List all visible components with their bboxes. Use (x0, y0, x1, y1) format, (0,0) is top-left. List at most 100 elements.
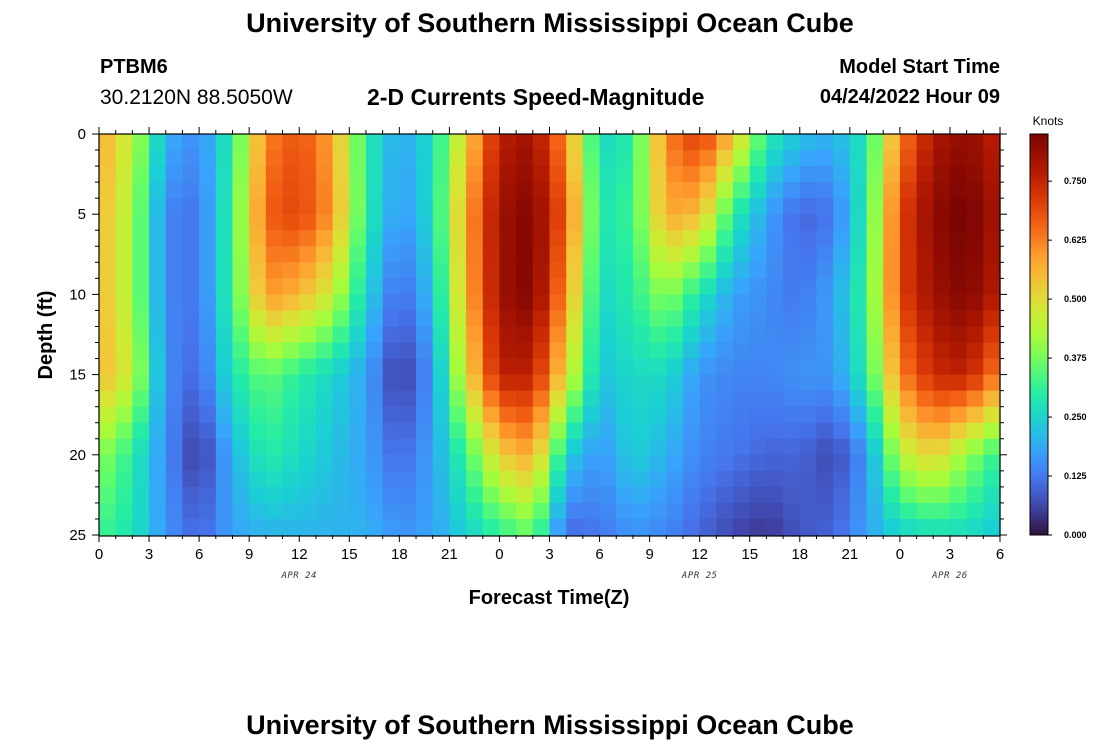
heatmap-cell (966, 486, 984, 504)
heatmap-cell (766, 278, 784, 295)
heatmap-cell (532, 198, 551, 215)
heatmap-cell (149, 406, 167, 424)
heatmap-cell (616, 518, 634, 536)
heatmap-cell (466, 134, 484, 151)
heatmap-cell (733, 502, 751, 520)
heatmap-cell (299, 326, 317, 344)
heatmap-cell (866, 278, 884, 295)
colorbar-tick-label: 0.250 (1064, 412, 1087, 422)
heatmap-cell (883, 454, 901, 472)
colorbar-tick-label: 0.750 (1064, 176, 1087, 186)
heatmap-cell (349, 230, 367, 247)
heatmap-cell (132, 374, 150, 392)
heatmap-cell (632, 134, 651, 151)
heatmap-cell (866, 246, 884, 263)
heatmap-cell (699, 406, 717, 424)
heatmap-cell (766, 166, 784, 183)
heatmap-cell (349, 374, 367, 392)
page-title: University of Southern Mississippi Ocean… (246, 8, 854, 38)
heatmap-cell (132, 214, 150, 231)
heatmap-cell (666, 374, 684, 392)
heatmap-cell (232, 374, 250, 392)
heatmap-cell (199, 374, 217, 392)
heatmap-cell (649, 294, 667, 312)
heatmap-cell (983, 310, 1001, 328)
heatmap-cell (315, 438, 334, 456)
heatmap-cell (416, 518, 434, 536)
heatmap-cell (599, 278, 617, 295)
heatmap-cell (282, 438, 300, 456)
heatmap-cell (833, 246, 851, 263)
heatmap-cell (315, 358, 334, 376)
heatmap-cell (599, 150, 617, 167)
heatmap-cell (199, 390, 217, 408)
heatmap-cell (115, 438, 133, 456)
heatmap-cell (499, 342, 517, 360)
heatmap-cell (232, 518, 250, 536)
heatmap-cell (716, 422, 734, 440)
heatmap-cell (399, 374, 417, 392)
heatmap-cell (149, 134, 167, 151)
heatmap-cell (616, 262, 634, 279)
heatmap-cell (499, 150, 517, 167)
heatmap-cell (299, 518, 317, 536)
x-tick-label: 9 (645, 546, 653, 563)
heatmap-cell (949, 486, 968, 504)
heatmap-cell (549, 262, 567, 279)
heatmap-cell (449, 150, 467, 167)
heatmap-cell (482, 246, 501, 263)
heatmap-cell (582, 374, 601, 392)
heatmap-cell (883, 326, 901, 344)
heatmap-cell (99, 198, 117, 215)
heatmap-cell (265, 198, 284, 215)
heatmap-cell (649, 390, 667, 408)
heatmap-cell (249, 214, 267, 231)
heatmap-cell (616, 166, 634, 183)
heatmap-cell (883, 294, 901, 312)
heatmap-cell (182, 422, 200, 440)
heatmap-cell (833, 374, 851, 392)
heatmap-cell (866, 502, 884, 520)
heatmap-cell (182, 166, 200, 183)
heatmap-cell (215, 502, 234, 520)
heatmap-cell (165, 406, 184, 424)
heatmap-cell (365, 518, 384, 536)
heatmap-cell (749, 310, 768, 328)
heatmap-cell (399, 422, 417, 440)
heatmap-cell (966, 438, 984, 456)
heatmap-cell (99, 134, 117, 151)
heatmap-cell (899, 406, 918, 424)
heatmap-cell (516, 486, 534, 504)
heatmap-cell (482, 166, 501, 183)
heatmap-cell (666, 454, 684, 472)
heatmap-cell (666, 518, 684, 536)
heatmap-cell (682, 486, 701, 504)
heatmap-cell (766, 342, 784, 360)
heatmap-cell (866, 214, 884, 231)
heatmap-cell (299, 454, 317, 472)
heatmap-cell (816, 150, 834, 167)
heatmap-cell (215, 246, 234, 263)
heatmap-cell (716, 198, 734, 215)
heatmap-cell (349, 390, 367, 408)
heatmap-cell (716, 518, 734, 536)
heatmap-cell (649, 406, 667, 424)
heatmap-cell (682, 294, 701, 312)
heatmap-cell (265, 214, 284, 231)
heatmap-cell (916, 358, 934, 376)
heatmap-cell (532, 518, 551, 536)
heatmap-cell (99, 502, 117, 520)
heatmap-cell (282, 326, 300, 344)
heatmap-cell (215, 214, 234, 231)
heatmap-cell (733, 166, 751, 183)
heatmap-cell (916, 502, 934, 520)
heatmap-cell (365, 230, 384, 247)
heatmap-cell (883, 470, 901, 488)
heatmap-cell (432, 150, 450, 167)
heatmap-cell (99, 390, 117, 408)
heatmap-cell (783, 214, 801, 231)
heatmap-cell (933, 134, 951, 151)
heatmap-cell (833, 438, 851, 456)
heatmap-cell (799, 294, 818, 312)
heatmap-cell (866, 470, 884, 488)
